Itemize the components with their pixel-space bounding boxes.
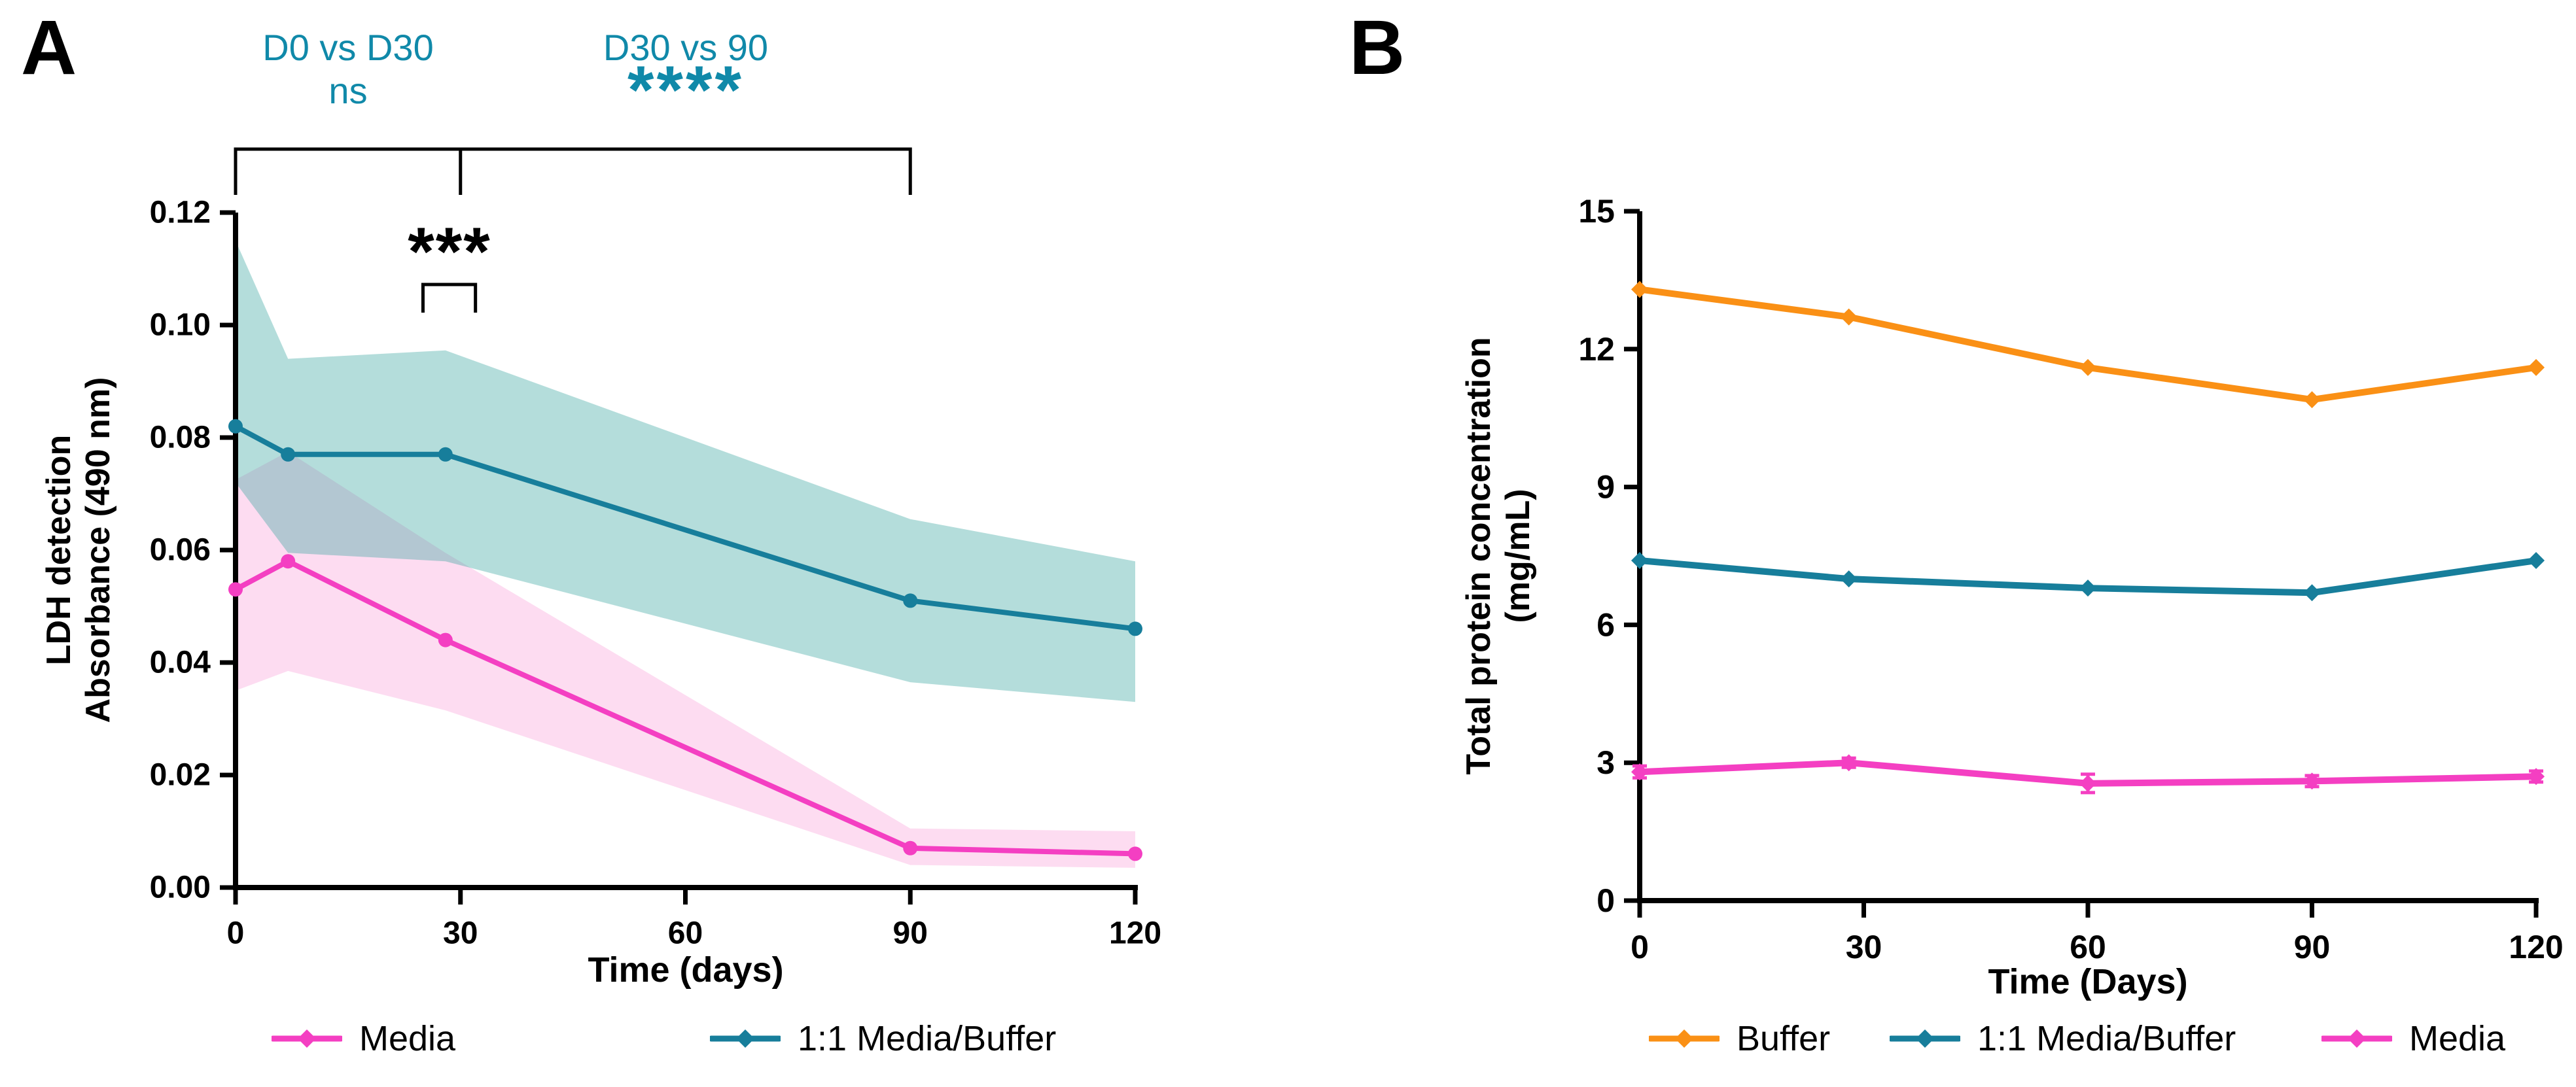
- data-point-media: [438, 632, 453, 647]
- legend-item-media-buffer-a: 1:1 Media/Buffer: [708, 1018, 1057, 1060]
- y-tick-label: 0: [1597, 882, 1615, 919]
- y-tick-label: 15: [1578, 193, 1615, 230]
- x-tick-label: 120: [2509, 929, 2563, 965]
- panel-a-letter: A: [21, 5, 77, 91]
- data-point-1-1-media-buffer: [903, 593, 918, 608]
- data-point-1-1-media-buffer: [2303, 584, 2321, 602]
- x-tick-label: 0: [227, 916, 245, 951]
- panel-a-x-axis-title: Time (days): [588, 950, 784, 990]
- legend-marker-svg: [1888, 1029, 1962, 1048]
- data-point-media: [2079, 774, 2096, 792]
- data-point-buffer: [2079, 358, 2096, 376]
- data-point-buffer: [1840, 308, 1858, 326]
- comparison-label: D0 vs D30: [262, 27, 434, 68]
- legend-marker-svg: [270, 1029, 344, 1048]
- sd-band-media: [236, 451, 1135, 868]
- legend-label: Media: [2409, 1019, 2506, 1058]
- y-tick-label: 0.00: [150, 871, 211, 905]
- data-point-media: [228, 582, 243, 597]
- panel-b-y-title-line1: Total protein concentration: [1460, 337, 1498, 775]
- series-line-buffer: [1636, 286, 2539, 404]
- x-tick-label: 30: [443, 916, 478, 951]
- media-line-marker-icon: [270, 1027, 344, 1050]
- data-point-media: [2303, 772, 2321, 790]
- data-point-1-1-media-buffer: [1128, 621, 1142, 636]
- legend-item-media-buffer-b: 1:1 Media/Buffer: [1888, 1018, 2236, 1060]
- data-point-1-1-media-buffer: [2079, 579, 2096, 597]
- legend-marker-svg: [2320, 1029, 2394, 1048]
- legend-label: 1:1 Media/Buffer: [1977, 1019, 2236, 1058]
- data-point-1-1-media-buffer: [228, 419, 243, 434]
- data-point-media: [1631, 763, 1648, 781]
- y-tick-label: 0.10: [150, 308, 211, 343]
- comparison-significance: ns: [328, 70, 368, 111]
- legend-item-media-a: Media: [270, 1018, 456, 1060]
- data-point-1-1-media-buffer: [1840, 570, 1858, 588]
- media-line-marker-icon: [2320, 1027, 2394, 1050]
- panel-a-y-title-line1: LDH detection: [40, 434, 78, 666]
- data-point-media: [281, 554, 296, 569]
- data-point-1-1-media-buffer: [2528, 552, 2545, 570]
- media-buffer-line-marker-icon: [1888, 1027, 1962, 1050]
- y-tick-label: 0.12: [150, 196, 211, 230]
- data-point-media: [903, 840, 918, 855]
- legend-marker-svg: [708, 1029, 783, 1048]
- comparison-annotation-d30-90: D30 vs 90 ****: [603, 26, 769, 128]
- y-tick-label: 0.06: [150, 533, 211, 568]
- y-tick-label: 9: [1597, 469, 1615, 506]
- x-tick-label: 30: [1846, 929, 1882, 965]
- panel-b-letter: B: [1349, 5, 1405, 91]
- x-tick-label: 120: [1109, 916, 1161, 951]
- data-point-media: [1840, 754, 1858, 772]
- comparison-annotation-d0-d30: D0 vs D30 ns: [262, 26, 433, 112]
- y-tick-label: 0.02: [150, 758, 211, 793]
- legend-label: Buffer: [1737, 1019, 1831, 1058]
- data-point-buffer: [2303, 391, 2321, 409]
- legend-label: 1:1 Media/Buffer: [798, 1019, 1057, 1058]
- data-point-media: [2528, 768, 2545, 785]
- panel-b-y-axis-title: Total protein concentration (mg/mL): [1459, 337, 1538, 774]
- y-tick-label: 12: [1578, 331, 1615, 368]
- pointwise-bracket: [421, 283, 478, 313]
- x-tick-label: 60: [2070, 929, 2106, 965]
- panel-a-y-axis-title: LDH detection Absorbance (490 nm): [39, 377, 118, 723]
- data-point-media: [1128, 846, 1142, 861]
- legend-item-buffer-b: Buffer: [1647, 1018, 1831, 1060]
- x-tick-label: 90: [2294, 929, 2331, 965]
- legend-marker-svg: [1647, 1029, 1721, 1048]
- data-point-buffer: [2528, 358, 2545, 376]
- data-point-1-1-media-buffer: [281, 447, 296, 462]
- pointwise-significance: ***: [408, 214, 491, 290]
- y-tick-label: 3: [1597, 744, 1615, 781]
- panel-b-x-axis-title: Time (Days): [1988, 962, 2188, 1001]
- x-tick-label: 60: [668, 916, 703, 951]
- legend-item-media-b: Media: [2320, 1018, 2506, 1060]
- comparison-bracket: [234, 147, 912, 195]
- legend-label: Media: [359, 1019, 456, 1058]
- data-point-1-1-media-buffer: [1631, 552, 1648, 570]
- comparison-label: D30 vs 90: [603, 27, 769, 68]
- y-tick-label: 6: [1597, 606, 1615, 643]
- panel-b-y-title-line2: (mg/mL): [1499, 489, 1537, 623]
- x-tick-label: 0: [1631, 929, 1649, 965]
- y-tick-label: 0.04: [150, 646, 211, 680]
- panel-a-y-title-line2: Absorbance (490 nm): [79, 377, 117, 723]
- media-buffer-line-marker-icon: [708, 1027, 783, 1050]
- comparison-significance: ****: [627, 52, 744, 128]
- x-tick-label: 90: [893, 916, 928, 951]
- sd-band-1-1-media-buffer: [236, 241, 1135, 702]
- buffer-line-marker-icon: [1647, 1027, 1721, 1050]
- data-point-buffer: [1631, 281, 1648, 298]
- data-point-1-1-media-buffer: [438, 447, 453, 462]
- y-tick-label: 0.08: [150, 421, 211, 455]
